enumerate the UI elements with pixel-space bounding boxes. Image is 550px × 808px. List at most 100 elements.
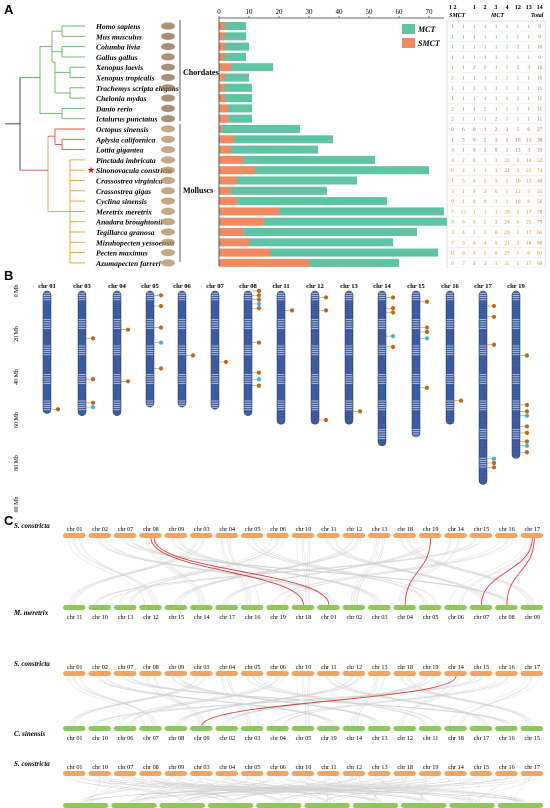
gene-marker [524, 450, 530, 455]
table-cell: 3 [451, 189, 454, 195]
chromosome-label: chr 06 [173, 283, 191, 290]
bar-mct [264, 217, 447, 226]
synteny-chromosome-label: chr 11 [321, 664, 336, 671]
species-label: Xenopus laevis [95, 63, 143, 72]
table-cell: 1 [462, 117, 465, 123]
synteny-chromosome [88, 771, 111, 776]
synteny-chromosome-label: chr 17 [474, 735, 490, 742]
table-cell: 1 [473, 230, 476, 236]
table-cell: 1 [462, 199, 465, 205]
synteny-chromosome-label: chr 10 [296, 526, 312, 533]
bar-mct [255, 166, 429, 175]
bar-smct [219, 104, 228, 113]
table-cell: 4 [484, 240, 487, 246]
synteny-chromosome [190, 726, 213, 731]
table-cell: 52 [537, 158, 543, 164]
chromosome-ideogram [42, 290, 52, 414]
table-col-header: 1 [473, 5, 476, 11]
table-cell: 1 [527, 86, 530, 92]
chromosome-ideogram [344, 290, 354, 425]
synteny-chromosome [444, 771, 467, 776]
bar-mct [225, 83, 252, 92]
bar-mct [225, 22, 246, 30]
synteny-chromosome-label: chr 19 [423, 526, 439, 533]
synteny-chromosome [240, 605, 264, 610]
synteny-chromosome [63, 803, 109, 808]
synteny-chromosome [164, 771, 188, 776]
table-cell: 1 [495, 65, 498, 71]
bar-mct [225, 52, 246, 61]
species-label: Meretrix meretrix [95, 207, 152, 216]
table-cell: 5 [516, 127, 519, 133]
table-cell: 1 [506, 96, 509, 102]
synteny-chromosome-label: chr 08 [143, 664, 159, 671]
synteny-chromosome-label: chr 05 [245, 764, 261, 771]
table-cell: 14 [526, 158, 532, 164]
table-cell: 1 [527, 117, 530, 123]
table-cell: 1 [484, 158, 487, 164]
table-cell: 13 [515, 148, 521, 154]
species-label: Crassostrea virginica [96, 177, 163, 186]
species-label: Gallus gallus [96, 53, 138, 62]
axis-tick-label: 60 [396, 8, 404, 16]
gene-marker [323, 308, 329, 313]
table-cell: 1 [484, 24, 487, 30]
table-col-header: 13 [526, 5, 532, 11]
table-cell: 17 [526, 230, 532, 236]
species-label: Tegillarca granosa [96, 228, 155, 237]
table-cell: 3 [527, 189, 530, 195]
synteny-chromosome [368, 771, 391, 776]
synteny-chromosome [352, 803, 399, 808]
chromosome-ideogram [411, 290, 421, 438]
synteny-chromosome-label: chr 06 [270, 764, 286, 771]
table-cell: 3 [527, 65, 530, 71]
synteny-chromosome-label: chr 13 [372, 526, 388, 533]
species-label: Chelonia mydas [96, 94, 146, 103]
synteny-chromosome [139, 671, 162, 676]
gene-marker [491, 303, 497, 309]
gene-marker [158, 303, 164, 309]
species-image [161, 166, 175, 174]
synteny-chromosome-label: chr 07 [118, 526, 134, 533]
table-cell: 79 [537, 220, 543, 226]
table-cell: 21 [504, 240, 510, 246]
synteny-chromosome-label: chr 17 [524, 526, 540, 533]
chromosome-label: chr 11 [272, 283, 289, 290]
gene-marker [424, 385, 430, 390]
synteny-chromosome-label: chr 14 [347, 735, 363, 742]
species-image [161, 156, 175, 164]
species-image [161, 238, 175, 246]
table-cell: 1 [527, 24, 530, 30]
gene-marker [524, 409, 530, 414]
gene-marker [256, 306, 262, 311]
species-image [161, 197, 175, 205]
synteny-chromosome [215, 671, 238, 676]
bar-smct [219, 217, 264, 226]
synteny-chromosome-label: chr 01 [321, 614, 337, 621]
synteny-chromosome [240, 533, 264, 538]
table-cell: 4 [462, 230, 465, 236]
synteny-chromosome [164, 671, 188, 676]
synteny-chromosome [342, 605, 366, 610]
table-cell: 1 [495, 209, 498, 215]
table-cell: 11 [537, 86, 542, 92]
table-col-header: 12 [515, 5, 521, 11]
table-cell: 3 [451, 230, 454, 236]
bar-smct [219, 114, 228, 123]
table-cell: 0 [473, 158, 476, 164]
synteny-chromosome [520, 533, 543, 538]
synteny-chromosome [368, 671, 391, 676]
synteny-chromosome [317, 533, 340, 538]
table-cell: 22 [526, 168, 532, 174]
synteny-chromosome [469, 726, 493, 731]
synteny-chromosome [190, 605, 213, 610]
table-cell: 1 [451, 86, 454, 92]
table-cell: 9 [451, 199, 454, 205]
bar-mct [231, 186, 327, 195]
panel-label-a: A [4, 2, 14, 17]
table-cell: 0 [495, 189, 498, 195]
table-cell: 1 [506, 86, 509, 92]
table-cell: 1 [495, 86, 498, 92]
table-cell: 74 [537, 168, 543, 174]
gene-marker [491, 342, 497, 347]
